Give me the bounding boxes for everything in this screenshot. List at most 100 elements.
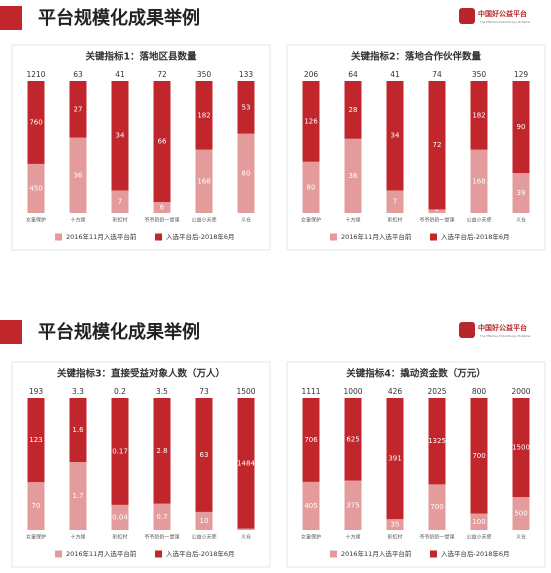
segment-label: 760 bbox=[29, 118, 42, 126]
total-label: 41 bbox=[115, 70, 125, 79]
bar-segment bbox=[153, 503, 171, 530]
legend-swatch bbox=[330, 550, 337, 558]
x-tick-label: 公益小天使 bbox=[466, 534, 491, 541]
bar-segment bbox=[69, 398, 87, 462]
total-label: 193 bbox=[29, 387, 44, 396]
total-label: 74 bbox=[432, 70, 442, 79]
segment-label: 182 bbox=[472, 111, 485, 119]
legend-swatch bbox=[55, 550, 62, 558]
total-label: 2025 bbox=[427, 387, 446, 396]
segment-label: 34 bbox=[391, 132, 400, 140]
logo-tagline: The Effective Philanthropy Multiplier bbox=[479, 20, 532, 24]
legend-label: 2016年11月入选平台前 bbox=[66, 232, 137, 241]
chart-panel bbox=[11, 361, 271, 568]
x-tick-label: 爷爷奶奶一堂课 bbox=[144, 217, 179, 224]
bar-segment bbox=[195, 149, 213, 213]
bar-segment bbox=[470, 513, 488, 530]
bar-segment bbox=[237, 133, 255, 213]
bar-segment bbox=[386, 398, 404, 520]
bar-segment bbox=[69, 462, 87, 530]
bar-segment bbox=[153, 202, 171, 213]
bar-segment bbox=[111, 504, 129, 530]
total-label: 350 bbox=[472, 70, 487, 79]
bar-segment bbox=[344, 138, 362, 213]
total-label: 2000 bbox=[511, 387, 530, 396]
segment-label: 168 bbox=[197, 177, 210, 185]
bar-segment bbox=[512, 81, 530, 174]
segment-label: 36 bbox=[74, 171, 83, 179]
legend-label: 2016年11月入选平台前 bbox=[341, 232, 412, 241]
segment-label: 100 bbox=[472, 518, 485, 526]
segment-label: 375 bbox=[346, 501, 359, 509]
segment-label: 1484 bbox=[237, 459, 255, 467]
bar-segment bbox=[237, 81, 255, 134]
bar-segment bbox=[428, 81, 446, 210]
bar-segment bbox=[69, 137, 87, 213]
total-label: 64 bbox=[348, 70, 358, 79]
segment-label: 90 bbox=[517, 123, 526, 131]
segment-label: 36 bbox=[349, 172, 358, 180]
total-label: 129 bbox=[514, 70, 529, 79]
x-tick-label: 彩虹村 bbox=[387, 217, 402, 224]
logo-text: 中国好公益平台 bbox=[478, 9, 527, 18]
total-label: 0.2 bbox=[114, 387, 126, 396]
x-tick-label: 十方缘 bbox=[70, 534, 85, 541]
bar-segment bbox=[27, 81, 45, 164]
segment-label: 1500 bbox=[512, 444, 530, 452]
segment-label: 7 bbox=[393, 198, 397, 206]
legend-label: 入选平台后-2018年6月 bbox=[441, 549, 510, 558]
segment-label: 450 bbox=[29, 184, 42, 192]
bar-segment bbox=[69, 81, 87, 138]
legend-swatch bbox=[155, 550, 162, 558]
segment-label: 34 bbox=[116, 132, 125, 140]
slide-header: 平台规模化成果举例 中国好公益平台 The Effective Philanth… bbox=[0, 320, 532, 344]
bar-segment bbox=[111, 190, 129, 213]
bar-segment bbox=[27, 482, 45, 530]
bar-segment bbox=[195, 398, 213, 512]
x-tick-label: 公益小天使 bbox=[191, 534, 216, 541]
total-label: 3.3 bbox=[72, 387, 84, 396]
segment-label: 35 bbox=[391, 521, 400, 529]
bar-segment bbox=[344, 398, 362, 481]
segment-label: 63 bbox=[200, 451, 209, 459]
bar-segment bbox=[111, 398, 129, 505]
x-tick-label: 义仓 bbox=[516, 217, 526, 224]
legend-label: 入选平台后-2018年6月 bbox=[166, 549, 235, 558]
legend-swatch bbox=[55, 233, 62, 241]
segment-label: 123 bbox=[29, 436, 42, 444]
legend-label: 入选平台后-2018年6月 bbox=[166, 232, 235, 241]
x-tick-label: 十方缘 bbox=[345, 217, 360, 224]
bar-segment bbox=[428, 484, 446, 530]
chart-title: 关键指标1：落地区县数量 bbox=[85, 51, 197, 63]
total-label: 3.5 bbox=[156, 387, 168, 396]
x-tick-label: 十方缘 bbox=[70, 217, 85, 224]
x-tick-label: 义仓 bbox=[516, 534, 526, 541]
bar-segment bbox=[512, 398, 530, 497]
x-tick-label: 公益小天使 bbox=[466, 217, 491, 224]
bar-segment bbox=[27, 163, 45, 213]
chart-title: 关键指标3：直接受益对象人数（万人） bbox=[57, 368, 225, 380]
bar-segment bbox=[302, 81, 320, 162]
segment-label: 70 bbox=[32, 502, 41, 510]
segment-label: 72 bbox=[433, 141, 442, 149]
total-label: 1500 bbox=[236, 387, 255, 396]
segment-label: 0.7 bbox=[156, 513, 167, 521]
segment-label: 391 bbox=[388, 455, 401, 463]
total-label: 72 bbox=[157, 70, 167, 79]
bar-segment bbox=[386, 81, 404, 191]
bar-segment bbox=[195, 511, 213, 530]
header-block bbox=[0, 6, 22, 30]
total-label: 800 bbox=[472, 387, 487, 396]
segment-label: 182 bbox=[197, 111, 210, 119]
bar-segment bbox=[195, 81, 213, 150]
legend-swatch bbox=[430, 550, 437, 558]
legend-swatch bbox=[430, 233, 437, 241]
segment-label: 1325 bbox=[428, 437, 446, 445]
chart-title: 关键指标2：落地合作伙伴数量 bbox=[351, 51, 482, 63]
bar-segment bbox=[386, 190, 404, 213]
segment-label: 27 bbox=[74, 105, 83, 113]
segment-label: 700 bbox=[430, 503, 443, 511]
x-tick-label: 爷爷奶奶一堂课 bbox=[419, 534, 454, 541]
chart-panel bbox=[286, 361, 546, 568]
